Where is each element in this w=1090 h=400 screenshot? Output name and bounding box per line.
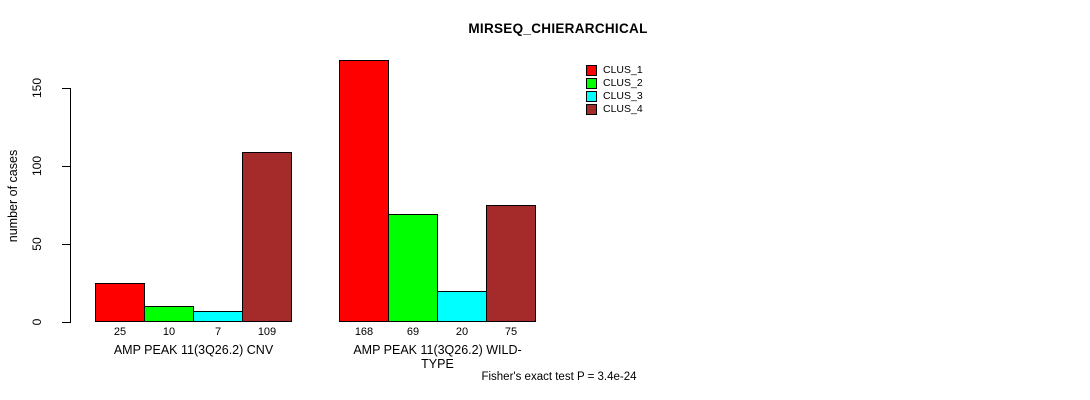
legend-item: CLUS_3: [586, 91, 643, 102]
bar: [437, 291, 487, 322]
y-axis-tick-label: 0: [30, 318, 44, 326]
legend-swatch: [586, 104, 597, 115]
legend: CLUS_1 CLUS_2 CLUS_3 CLUS_4: [586, 65, 643, 115]
chart-title: MIRSEQ_CHIERARCHICAL: [468, 21, 648, 36]
bar-value-label: 20: [455, 326, 469, 338]
bar-value-label: 168: [354, 326, 374, 338]
legend-item: CLUS_1: [586, 65, 643, 76]
y-axis-tick: [62, 166, 70, 167]
bar-value-label: 75: [504, 326, 518, 338]
legend-label: CLUS_2: [603, 77, 643, 89]
bar: [486, 205, 536, 322]
bar: [388, 214, 438, 322]
annotation-text: Fisher's exact test P = 3.4e-24: [481, 371, 637, 383]
y-axis-tick: [62, 88, 70, 89]
legend-swatch: [586, 78, 597, 89]
y-axis-tick: [62, 322, 70, 323]
bar: [339, 60, 389, 322]
legend-label: CLUS_1: [603, 64, 643, 76]
category-label: AMP PEAK 11(3Q26.2) CNV: [113, 343, 274, 357]
y-axis-tick: [62, 244, 70, 245]
bar: [242, 152, 292, 322]
bar: [95, 283, 145, 322]
bar-value-label: 109: [257, 326, 277, 338]
legend-swatch: [586, 65, 597, 76]
y-axis-title: number of cases: [6, 149, 20, 243]
bar: [193, 311, 243, 322]
y-axis-tick-label: 100: [30, 155, 44, 177]
bar: [144, 306, 194, 322]
bar-value-label: 69: [406, 326, 420, 338]
y-axis-line: [70, 88, 71, 323]
legend-label: CLUS_4: [603, 103, 643, 115]
legend-swatch: [586, 91, 597, 102]
bar-value-label: 7: [214, 326, 222, 338]
legend-label: CLUS_3: [603, 90, 643, 102]
y-axis-tick-label: 50: [30, 237, 44, 251]
bar-value-label: 25: [113, 326, 127, 338]
y-axis-tick-label: 150: [30, 77, 44, 99]
legend-item: CLUS_2: [586, 78, 643, 89]
legend-item: CLUS_4: [586, 104, 643, 115]
bar-value-label: 10: [162, 326, 176, 338]
category-label: AMP PEAK 11(3Q26.2) WILD-TYPE: [353, 343, 522, 371]
